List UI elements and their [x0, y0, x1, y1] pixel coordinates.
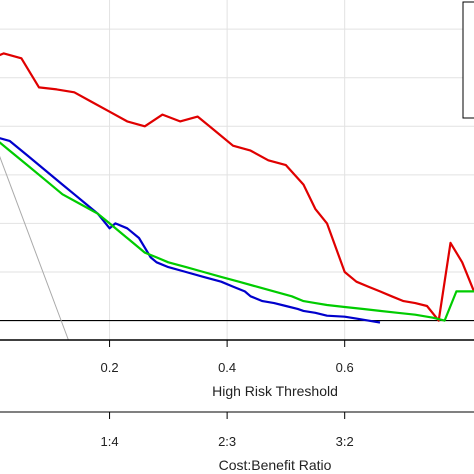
- series-line-2: [0, 141, 474, 322]
- x2-tick-label-1: 2:3: [218, 434, 236, 449]
- reference-lines: [0, 155, 474, 341]
- x-axis-title: High Risk Threshold: [212, 383, 338, 399]
- x-tick-label-2: 0.6: [336, 360, 354, 375]
- series-lines: [0, 52, 474, 324]
- x2-tick-label-2: 3:2: [336, 434, 354, 449]
- series-line-0: [0, 52, 474, 322]
- x2-axis-title: Cost:Benefit Ratio: [219, 457, 332, 473]
- legend-box: [462, 1, 474, 119]
- series-line-1: [0, 137, 381, 324]
- x2-tick-label-0: 1:4: [101, 434, 119, 449]
- treat-all-line: [0, 155, 69, 341]
- x-tick-label-1: 0.4: [218, 360, 236, 375]
- x-tick-label-0: 0.2: [101, 360, 119, 375]
- x-axes: 0.2 0.4 0.6 1:4 2:3 3:2: [0, 339, 474, 449]
